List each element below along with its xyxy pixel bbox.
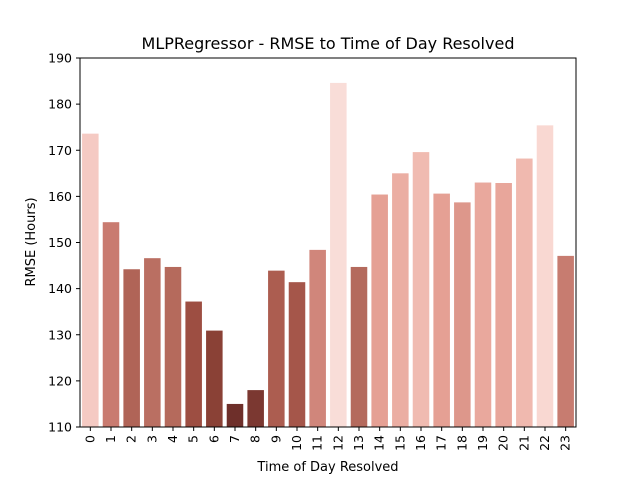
x-tick-label: 20: [496, 435, 511, 451]
y-tick-label: 110: [48, 420, 72, 435]
bar-hour-8: [247, 390, 264, 427]
x-tick-label: 11: [310, 435, 325, 451]
x-tick-label: 7: [227, 435, 242, 443]
bar-hour-11: [309, 249, 326, 427]
x-tick-label: 2: [124, 435, 139, 443]
x-tick-label: 5: [186, 435, 201, 443]
x-tick-label: 10: [289, 435, 304, 451]
bar-hour-13: [350, 266, 368, 427]
plot-frame: [79, 57, 577, 428]
x-axis-label: Time of Day Resolved: [256, 460, 398, 475]
x-tick-label: 12: [330, 435, 345, 451]
bar-hour-14: [371, 194, 388, 427]
x-tick-label: 15: [392, 435, 407, 451]
bar-hour-10: [288, 282, 306, 427]
bar-hour-15: [392, 173, 409, 427]
bar-hour-4: [164, 266, 182, 427]
y-tick-label: 150: [48, 235, 72, 250]
bar-hour-9: [268, 270, 285, 427]
bar-hour-6: [206, 330, 223, 427]
y-axis-ticks: 110 120 130 140 150 160 170 180 190: [48, 51, 80, 435]
x-tick-label: 19: [475, 435, 490, 451]
x-tick-label: 6: [206, 435, 221, 443]
bar-hour-7: [226, 403, 244, 427]
y-tick-label: 140: [48, 281, 72, 296]
bar-hour-0: [82, 133, 99, 427]
x-tick-label: 0: [82, 435, 97, 443]
x-tick-label: 16: [413, 435, 428, 451]
y-tick-label: 190: [48, 51, 72, 66]
x-tick-label: 1: [103, 435, 118, 443]
x-tick-label: 3: [144, 435, 159, 443]
y-tick-label: 120: [48, 373, 72, 388]
x-tick-label: 4: [165, 435, 180, 443]
x-tick-label: 14: [372, 435, 387, 451]
y-axis-label: RMSE (Hours): [24, 197, 39, 286]
bar-hour-1: [102, 222, 120, 427]
bar-hour-21: [516, 158, 533, 428]
y-tick-label: 130: [48, 327, 72, 342]
bar-hour-3: [144, 258, 161, 427]
x-tick-label: 9: [268, 435, 283, 443]
x-tick-label: 17: [434, 435, 449, 451]
bar-hour-16: [412, 152, 430, 427]
chart-title: MLPRegressor - RMSE to Time of Day Resol…: [142, 34, 515, 53]
y-tick-label: 160: [48, 189, 72, 204]
bar-hour-12: [330, 82, 347, 427]
x-axis-ticks: 0 1 2 3 4 5 6 7 8 9 10 11 12 13 14 15 16 17 18 19 20 21 22 23: [82, 427, 573, 451]
x-tick-label: 21: [516, 435, 531, 451]
bar-hour-23: [557, 255, 574, 427]
bar-hour-19: [474, 182, 492, 427]
x-tick-label: 8: [248, 435, 263, 443]
bar-hour-20: [495, 183, 512, 427]
x-tick-label: 18: [454, 435, 469, 451]
y-tick-label: 170: [48, 143, 72, 158]
bars-group: [82, 82, 574, 428]
bar-hour-2: [123, 269, 140, 427]
x-tick-label: 23: [558, 435, 573, 451]
x-tick-label: 22: [537, 435, 552, 451]
x-tick-label: 13: [351, 435, 366, 451]
y-tick-label: 180: [48, 97, 72, 112]
bar-hour-22: [536, 125, 554, 427]
bar-hour-5: [185, 301, 202, 427]
bar-hour-17: [433, 193, 450, 427]
bar-hour-18: [454, 202, 471, 427]
